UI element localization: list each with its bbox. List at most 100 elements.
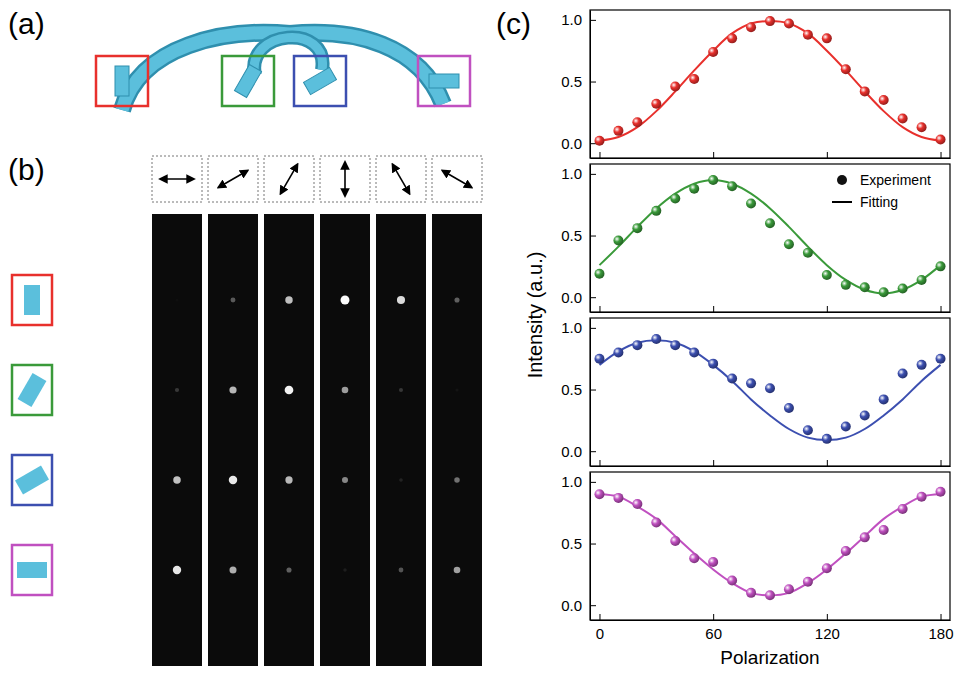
emission-spot — [285, 386, 294, 395]
emission-spot — [455, 388, 458, 391]
y-tick-label: 0.5 — [561, 73, 582, 90]
x-axis — [591, 152, 951, 159]
x-axis-title: Polarization — [720, 647, 819, 668]
y-tick-mark — [590, 482, 596, 483]
x-tick — [599, 460, 600, 466]
x-tick — [827, 460, 828, 466]
x-tick-mark — [941, 460, 942, 466]
panel-a — [96, 33, 470, 110]
data-point — [594, 354, 604, 364]
data-point — [898, 114, 908, 124]
panel-b — [12, 156, 482, 666]
polarization-arrow — [344, 162, 346, 196]
emission-spot — [399, 568, 404, 573]
x-tick-mark — [599, 614, 600, 620]
y-tick-mark — [590, 236, 596, 237]
data-point — [727, 181, 737, 191]
data-point — [917, 492, 927, 502]
y-tick: 0.0 — [561, 597, 596, 614]
y-tick-label: 1.0 — [561, 473, 582, 490]
data-point — [898, 504, 908, 514]
emission-spot — [231, 298, 236, 303]
fit-line — [599, 494, 940, 595]
data-point — [898, 284, 908, 294]
emission-spot — [285, 476, 292, 483]
emission-spot — [229, 566, 236, 573]
plot-data — [594, 487, 945, 601]
x-axis-line — [591, 158, 951, 159]
cross-section-box — [222, 56, 274, 106]
x-tick-label: 180 — [929, 625, 954, 642]
x-tick — [713, 152, 714, 158]
y-tick-label: 0.0 — [561, 135, 582, 152]
orientation-box — [12, 275, 52, 325]
emission-spot — [454, 297, 459, 302]
plot-frame — [590, 10, 950, 158]
emission-spot — [454, 477, 460, 483]
data-point — [841, 280, 851, 290]
data-point — [860, 410, 870, 420]
data-point — [689, 553, 699, 563]
x-tick — [941, 306, 942, 312]
ribbon-edge — [122, 33, 443, 110]
emission-spot — [399, 388, 403, 392]
y-tick: 0.0 — [561, 135, 596, 152]
data-point — [708, 47, 718, 57]
data-point — [765, 383, 775, 393]
data-point — [689, 348, 699, 358]
data-point — [670, 81, 680, 91]
y-axis-line — [590, 319, 591, 467]
orientation-box — [12, 365, 52, 415]
data-point — [860, 532, 870, 542]
x-tick — [713, 460, 714, 466]
data-point — [784, 239, 794, 249]
x-tick — [941, 460, 942, 466]
y-tick-mark — [590, 544, 596, 545]
emission-spot — [285, 296, 292, 303]
x-tick: 180 — [929, 614, 954, 642]
legend-line — [832, 201, 852, 203]
ribbon — [122, 33, 443, 110]
y-tick: 1.0 — [561, 165, 596, 182]
data-point — [860, 86, 870, 96]
image-strip — [264, 214, 314, 666]
data-point — [879, 394, 889, 404]
x-tick: 0 — [596, 614, 604, 642]
panel-label: (a) — [8, 7, 45, 40]
emission-spot — [175, 298, 178, 301]
x-axis-line — [591, 466, 951, 467]
data-point — [822, 563, 832, 573]
x-tick — [713, 306, 714, 312]
polarization-arrow — [393, 164, 410, 193]
emission-spot — [286, 567, 291, 572]
x-axis — [591, 306, 951, 313]
data-point — [594, 136, 604, 146]
polarization-arrow — [442, 171, 471, 188]
data-point — [746, 198, 756, 208]
x-tick: 60 — [705, 614, 722, 642]
data-point — [727, 373, 737, 383]
cross-section-inner — [304, 67, 337, 94]
x-tick-label: 0 — [596, 625, 604, 642]
emission-spot — [229, 476, 237, 484]
data-point — [803, 577, 813, 587]
x-tick-mark — [827, 306, 828, 312]
data-point — [594, 269, 604, 279]
y-tick: 1.0 — [561, 11, 596, 28]
data-point — [670, 340, 680, 350]
y-axis-line — [590, 165, 591, 313]
emission-spot — [342, 477, 348, 483]
data-point — [689, 74, 699, 84]
emission-spot — [175, 388, 179, 392]
data-point — [879, 95, 889, 105]
y-axis: 0.0 0.5 1.0 — [561, 11, 596, 159]
polarization-box — [264, 156, 314, 202]
data-point — [803, 248, 813, 258]
x-tick-label: 60 — [705, 625, 722, 642]
x-tick-mark — [941, 306, 942, 312]
data-point — [651, 518, 661, 528]
data-point — [765, 16, 775, 26]
orientation-icon — [15, 466, 49, 495]
image-strip — [320, 214, 370, 666]
polarization-box — [432, 156, 482, 202]
